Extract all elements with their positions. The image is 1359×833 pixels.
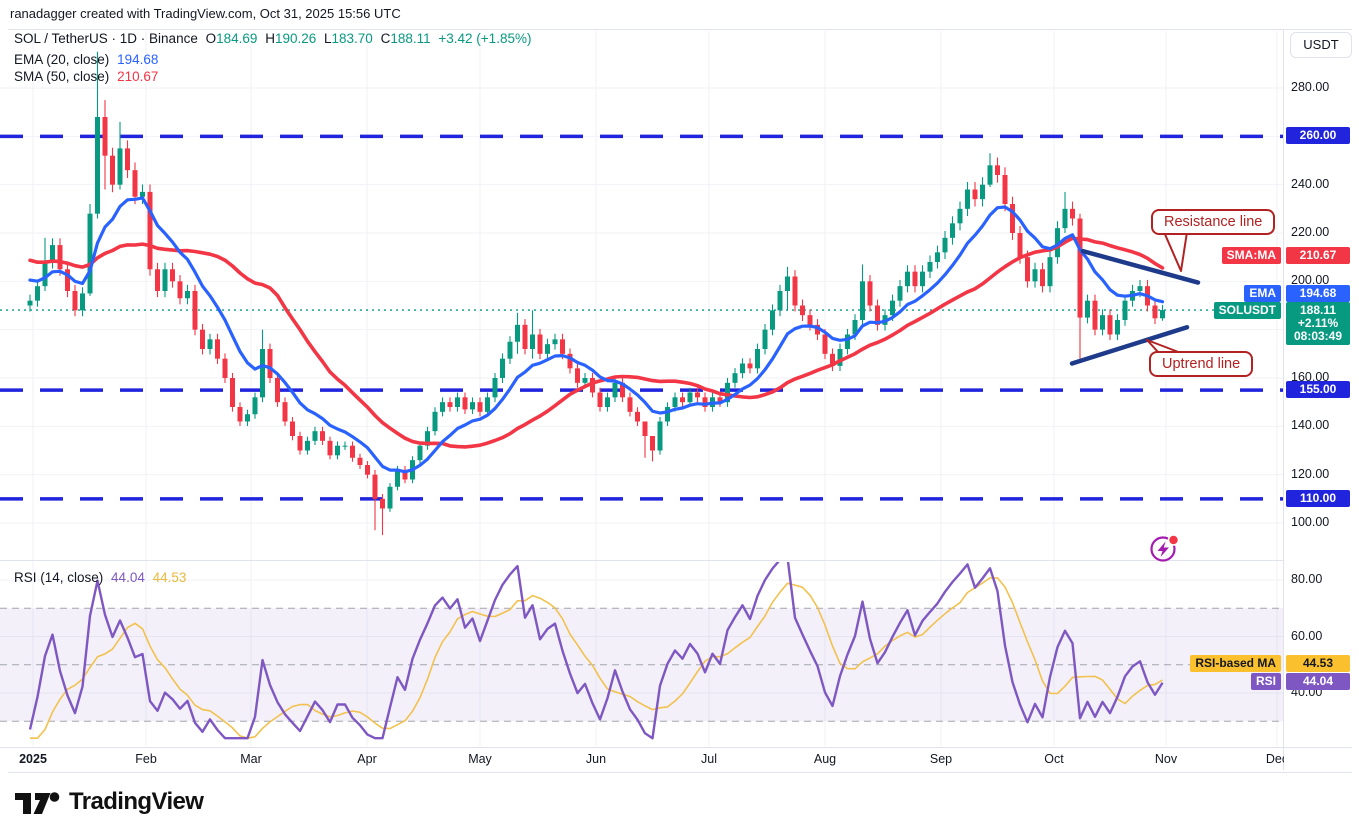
pane-divider[interactable]	[0, 560, 1283, 561]
ohlc-open-value: 184.69	[216, 31, 258, 46]
tradingview-logo[interactable]: TradingView	[14, 787, 204, 817]
price-tick-label: 140.00	[1291, 418, 1330, 433]
time-axis[interactable]: 2025 Feb Mar Apr May Jun Jul Aug Sep Oct Nov Dec	[0, 747, 1284, 775]
level-price-badge: 260.00	[1286, 127, 1350, 145]
ohlc-open-label: O	[205, 31, 217, 46]
rsi-ma-legend-value: 44.53	[152, 570, 187, 585]
lightning-icon[interactable]	[1146, 532, 1186, 568]
symbol-title: SOL / TetherUS · 1D · Binance	[14, 31, 198, 46]
tradingview-logo-text: TradingView	[69, 788, 204, 815]
ema-legend-label: EMA (20, close)	[14, 52, 110, 67]
sma-legend[interactable]: SMA (50, close) 210.67	[14, 69, 158, 84]
bar-countdown: 08:03:49	[1293, 329, 1343, 343]
ohlc-low-value: 183.70	[331, 31, 373, 46]
symbol-legend[interactable]: SOL / TetherUS · 1D · Binance O184.69 H1…	[14, 31, 531, 46]
price-tick-label: 100.00	[1291, 515, 1330, 529]
time-axis-border	[0, 747, 1352, 748]
rsi-legend-label: RSI (14, close)	[14, 570, 104, 585]
level-price-badge: 155.00	[1286, 381, 1350, 399]
last-price-change: +2.11%	[1297, 316, 1339, 330]
time-tick-label: Sep	[929, 752, 953, 766]
price-tick-label: 220.00	[1291, 225, 1330, 239]
sma-name-badge: SMA:MA	[1221, 247, 1281, 264]
time-tick-label: Jul	[701, 752, 717, 766]
rsi-tick-label: 60.00	[1291, 628, 1323, 643]
price-axis-border	[1283, 29, 1284, 770]
last-price-value: 188.11	[1299, 303, 1337, 317]
time-tick-label: Dec	[1265, 752, 1284, 766]
ohlc-high-value: 190.26	[274, 31, 317, 46]
price-tick-label: 280.00	[1291, 80, 1330, 94]
price-tick-label: 160.00	[1291, 370, 1330, 384]
panel-top-border	[8, 29, 1352, 30]
time-tick-label: Nov	[1154, 752, 1178, 766]
price-tick-label: 240.00	[1291, 176, 1330, 191]
sma-legend-value: 210.67	[117, 69, 159, 84]
ema-legend[interactable]: EMA (20, close) 194.68	[14, 52, 158, 67]
time-tick-label: May	[468, 752, 492, 766]
ohlc-high-label: H	[265, 31, 275, 46]
time-tick-label: Aug	[813, 752, 837, 766]
rsi-value-badge: 44.04	[1286, 673, 1350, 690]
currency-button[interactable]: USDT	[1290, 32, 1352, 58]
time-tick-label: Feb	[135, 752, 157, 766]
rsi-name-badge: RSI	[1250, 673, 1281, 690]
ema-value-badge: 194.68	[1286, 285, 1350, 302]
rsi-legend-value: 44.04	[111, 570, 145, 585]
ohlc-close-label: C	[380, 31, 391, 46]
rsi-ma-value-badge: 44.53	[1286, 655, 1350, 672]
tradingview-logo-icon	[15, 792, 60, 814]
sma-value-badge: 210.67	[1286, 247, 1350, 264]
credit-line: ranadagger created with TradingView.com,…	[10, 6, 401, 21]
rsi-tick-label: 80.00	[1291, 572, 1323, 586]
price-tick-label: 120.00	[1291, 466, 1330, 481]
sma-legend-label: SMA (50, close)	[14, 69, 110, 84]
last-price-badge: 188.11 +2.11% 08:03:49	[1286, 302, 1350, 345]
ohlc-close-value: 188.11	[390, 31, 431, 46]
ema-legend-value: 194.68	[117, 52, 159, 67]
uptrend-callout[interactable]: Uptrend line	[1149, 351, 1254, 377]
panel-bottom-border	[8, 772, 1352, 773]
level-price-badge: 110.00	[1286, 489, 1350, 507]
rsi-ma-name-badge: RSI-based MA	[1190, 655, 1281, 672]
time-tick-label: Mar	[240, 752, 262, 766]
price-tick-label: 200.00	[1291, 273, 1330, 288]
time-tick-label: Oct	[1044, 752, 1064, 766]
rsi-legend[interactable]: RSI (14, close) 44.04 44.53	[14, 570, 186, 585]
symbol-name-badge: SOLUSDT	[1213, 302, 1281, 319]
time-tick-label: Jun	[585, 752, 607, 766]
time-tick-label: Apr	[357, 752, 377, 766]
time-tick-label: 2025	[19, 752, 47, 766]
ema-name-badge: EMA	[1244, 285, 1281, 302]
resistance-callout[interactable]: Resistance line	[1151, 209, 1276, 235]
ohlc-change: +3.42 (+1.85%)	[438, 31, 532, 46]
ohlc-low-label: L	[324, 31, 332, 46]
